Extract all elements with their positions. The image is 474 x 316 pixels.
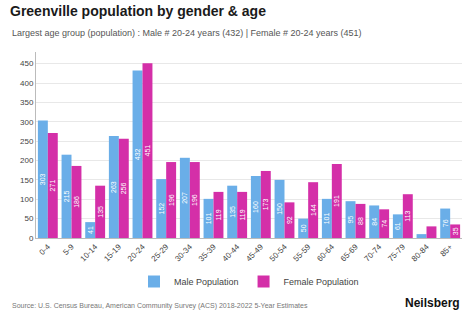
svg-text:0-4: 0-4 <box>38 242 53 257</box>
svg-text:Greenville population by gende: Greenville population by gender & age <box>10 3 266 19</box>
svg-text:191: 191 <box>333 195 340 207</box>
svg-text:35-39: 35-39 <box>197 242 218 263</box>
svg-text:55-59: 55-59 <box>292 242 313 263</box>
svg-text:Largest age group (population): Largest age group (population) : Male # … <box>12 28 362 38</box>
svg-text:263: 263 <box>110 181 117 193</box>
svg-text:300: 300 <box>20 118 34 127</box>
svg-text:150: 150 <box>20 176 34 185</box>
svg-text:41: 41 <box>87 226 94 234</box>
svg-text:60-64: 60-64 <box>315 242 336 263</box>
svg-text:35: 35 <box>452 227 459 235</box>
svg-text:196: 196 <box>191 194 198 206</box>
svg-text:250: 250 <box>20 137 34 146</box>
svg-text:186: 186 <box>73 196 80 208</box>
svg-text:92: 92 <box>286 216 293 224</box>
svg-text:100: 100 <box>20 195 34 204</box>
svg-text:Source: U.S. Census Bureau, Am: Source: U.S. Census Bureau, American Com… <box>12 302 308 310</box>
svg-text:119: 119 <box>239 209 246 220</box>
svg-text:61: 61 <box>394 222 401 230</box>
svg-text:215: 215 <box>63 190 70 202</box>
svg-text:271: 271 <box>49 180 56 192</box>
svg-text:84: 84 <box>371 218 378 226</box>
svg-text:152: 152 <box>158 203 165 215</box>
svg-text:432: 432 <box>134 148 141 160</box>
svg-text:50-54: 50-54 <box>268 242 289 263</box>
svg-text:65-69: 65-69 <box>339 242 360 263</box>
svg-text:40-44: 40-44 <box>221 242 242 263</box>
svg-text:85+: 85+ <box>438 242 454 258</box>
svg-text:101: 101 <box>323 213 330 225</box>
svg-text:80-84: 80-84 <box>410 242 431 263</box>
svg-text:450: 450 <box>20 59 34 68</box>
svg-text:15-19: 15-19 <box>102 242 123 263</box>
svg-text:75-79: 75-79 <box>386 242 407 263</box>
svg-text:113: 113 <box>404 210 411 221</box>
svg-text:451: 451 <box>144 145 151 157</box>
svg-text:74: 74 <box>381 220 388 228</box>
svg-text:200: 200 <box>20 156 34 165</box>
svg-text:135: 135 <box>97 206 104 218</box>
svg-text:25-29: 25-29 <box>150 242 171 263</box>
svg-text:196: 196 <box>168 194 175 206</box>
svg-text:70-74: 70-74 <box>363 242 384 263</box>
svg-text:101: 101 <box>205 213 212 225</box>
svg-text:Male Population: Male Population <box>174 277 239 287</box>
svg-text:303: 303 <box>39 173 46 185</box>
svg-text:50: 50 <box>24 214 33 223</box>
svg-text:150: 150 <box>276 203 283 215</box>
svg-text:45-49: 45-49 <box>244 242 265 263</box>
svg-text:95: 95 <box>347 216 354 224</box>
svg-text:350: 350 <box>20 98 34 107</box>
svg-text:20-24: 20-24 <box>126 242 147 263</box>
svg-text:30-34: 30-34 <box>173 242 194 263</box>
svg-text:135: 135 <box>229 206 236 218</box>
svg-text:400: 400 <box>20 79 34 88</box>
svg-text:10-14: 10-14 <box>79 242 100 263</box>
svg-text:119: 119 <box>215 209 222 220</box>
svg-text:207: 207 <box>181 192 188 204</box>
svg-text:5-9: 5-9 <box>61 242 76 257</box>
svg-text:Female Population: Female Population <box>284 277 359 287</box>
svg-text:76: 76 <box>442 219 449 227</box>
svg-text:0: 0 <box>29 234 34 243</box>
svg-text:160: 160 <box>252 201 259 213</box>
svg-text:50: 50 <box>300 224 307 232</box>
svg-text:88: 88 <box>357 217 364 225</box>
svg-text:256: 256 <box>120 183 127 195</box>
svg-text:144: 144 <box>310 204 317 216</box>
svg-text:173: 173 <box>262 199 269 211</box>
svg-text:Neilsberg: Neilsberg <box>405 296 460 310</box>
